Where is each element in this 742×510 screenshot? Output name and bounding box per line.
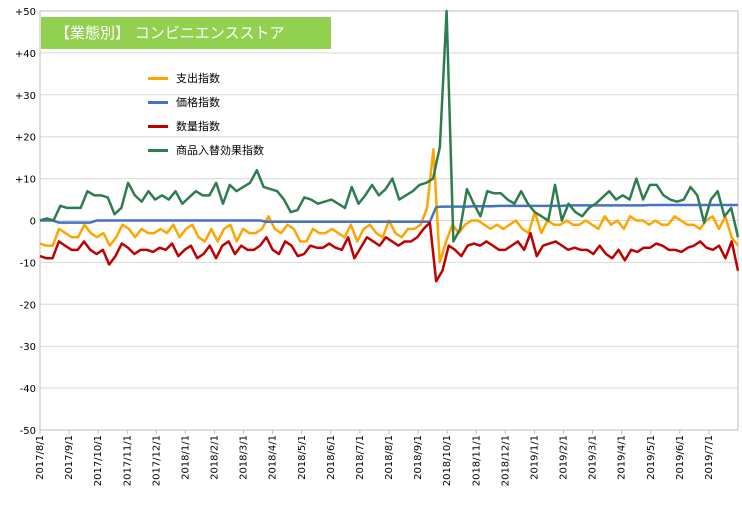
legend-label-spending: 支出指数: [176, 72, 220, 85]
y-tick-label: -10: [20, 258, 36, 269]
x-tick-label: 2018/8/1: [384, 435, 395, 480]
y-tick-label: 0: [30, 217, 36, 228]
legend-item-product-replacement: 商品入替効果指数: [148, 138, 264, 162]
x-tick-label: 2018/6/1: [326, 435, 337, 480]
series-line-3: [39, 9, 740, 243]
x-tick-label: 2017/12/1: [151, 435, 162, 486]
series-line-0: [39, 148, 739, 264]
chart-title: 【業態別】 コンビニエンスストア: [41, 17, 331, 49]
x-tick-label: 2018/3/1: [239, 435, 250, 480]
y-tick-label: +50: [15, 7, 36, 18]
x-tick-label: 2019/2/1: [559, 435, 570, 480]
series-line-2: [39, 221, 740, 283]
legend-item-price: 価格指数: [148, 90, 264, 114]
legend-label-product-replacement: 商品入替効果指数: [176, 144, 264, 157]
legend-item-spending: 支出指数: [148, 66, 264, 90]
x-tick-label: 2019/5/1: [646, 435, 657, 480]
legend-swatch-product-replacement: [148, 148, 168, 152]
x-tick-label: 2017/8/1: [35, 435, 46, 480]
legend-label-quantity: 数量指数: [176, 120, 220, 133]
x-tick-label: 2017/11/1: [122, 435, 133, 486]
x-tick-label: 2019/7/1: [704, 435, 715, 480]
x-tick-label: 2019/3/1: [588, 435, 599, 480]
y-tick-label: -30: [20, 342, 36, 353]
series-lines: [39, 9, 740, 283]
x-tick-label: 2018/7/1: [355, 435, 366, 480]
x-tick-label: 2018/2/1: [210, 435, 221, 480]
series-line-1: [40, 203, 738, 224]
x-tick-label: 2018/12/1: [500, 435, 511, 486]
x-tick-label: 2018/5/1: [297, 435, 308, 480]
x-axis-ticks: 2017/8/1 2017/9/1 2017/10/1 2017/11/1 2017/1…: [35, 430, 715, 486]
x-tick-label: 2018/1/1: [180, 435, 191, 480]
x-tick-label: 2017/10/1: [93, 435, 104, 486]
x-tick-label: 2018/11/1: [471, 435, 482, 486]
x-tick-label: 2017/9/1: [64, 435, 75, 480]
y-tick-label: -50: [20, 426, 36, 437]
y-tick-label: +20: [15, 133, 36, 144]
y-tick-label: -20: [20, 300, 36, 311]
x-tick-label: 2018/4/1: [268, 435, 279, 480]
legend-swatch-price: [148, 100, 168, 104]
legend-swatch-quantity: [148, 124, 168, 128]
x-tick-label: 2019/6/1: [675, 435, 686, 480]
legend-item-quantity: 数量指数: [148, 114, 264, 138]
x-tick-label: 2019/1/1: [529, 435, 540, 480]
legend: 支出指数 価格指数 数量指数 商品入替効果指数: [148, 66, 264, 162]
y-axis-ticks: +50 +40 +30 +20 +10 0 -10 -20 -30 -40 -50: [15, 7, 36, 437]
y-tick-label: +10: [15, 175, 36, 186]
legend-label-price: 価格指数: [176, 96, 220, 109]
legend-swatch-spending: [148, 76, 168, 80]
x-tick-label: 2019/4/1: [617, 435, 628, 480]
y-tick-label: -40: [20, 384, 36, 395]
x-tick-label: 2018/9/1: [413, 435, 424, 480]
y-tick-label: +40: [15, 49, 36, 60]
x-tick-label: 2018/10/1: [442, 435, 453, 486]
y-tick-label: +30: [15, 91, 36, 102]
